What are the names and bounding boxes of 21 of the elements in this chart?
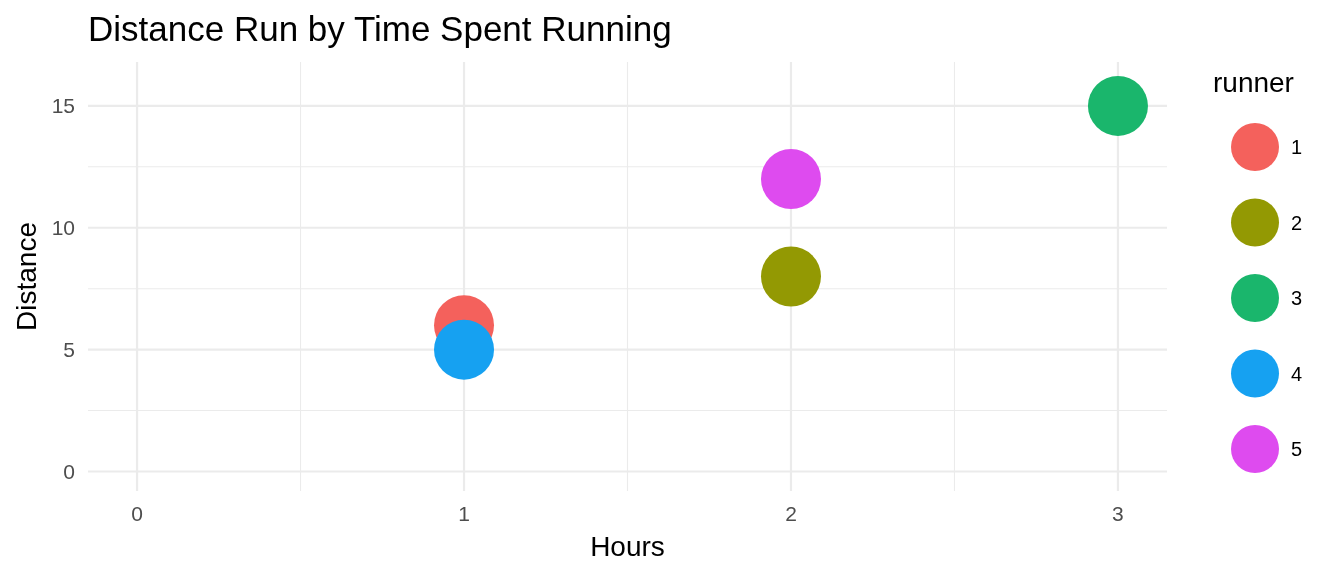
x-tick-label: 1 (458, 501, 470, 525)
chart-title: Distance Run by Time Spent Running (88, 9, 672, 48)
legend-label: 1 (1291, 136, 1303, 158)
point (760, 246, 821, 307)
legend-label: 2 (1291, 211, 1303, 234)
y-tick-label: 5 (63, 338, 75, 362)
x-tick-label: 3 (1112, 501, 1124, 525)
legend-label: 5 (1291, 438, 1303, 460)
x-axis-title: Hours (590, 531, 665, 562)
point (1087, 75, 1148, 136)
point (760, 149, 821, 209)
x-tick-label: 2 (785, 501, 797, 525)
point (434, 319, 495, 380)
y-tick-label: 0 (63, 460, 75, 483)
legend-title: runner (1213, 67, 1294, 98)
y-tick-label: 15 (51, 94, 75, 118)
y-tick-label: 10 (51, 216, 75, 240)
legend-label: 4 (1291, 362, 1303, 385)
y-axis-title: Distance (11, 222, 42, 331)
legend-label: 3 (1291, 287, 1303, 309)
x-tick-label: 0 (131, 501, 143, 525)
